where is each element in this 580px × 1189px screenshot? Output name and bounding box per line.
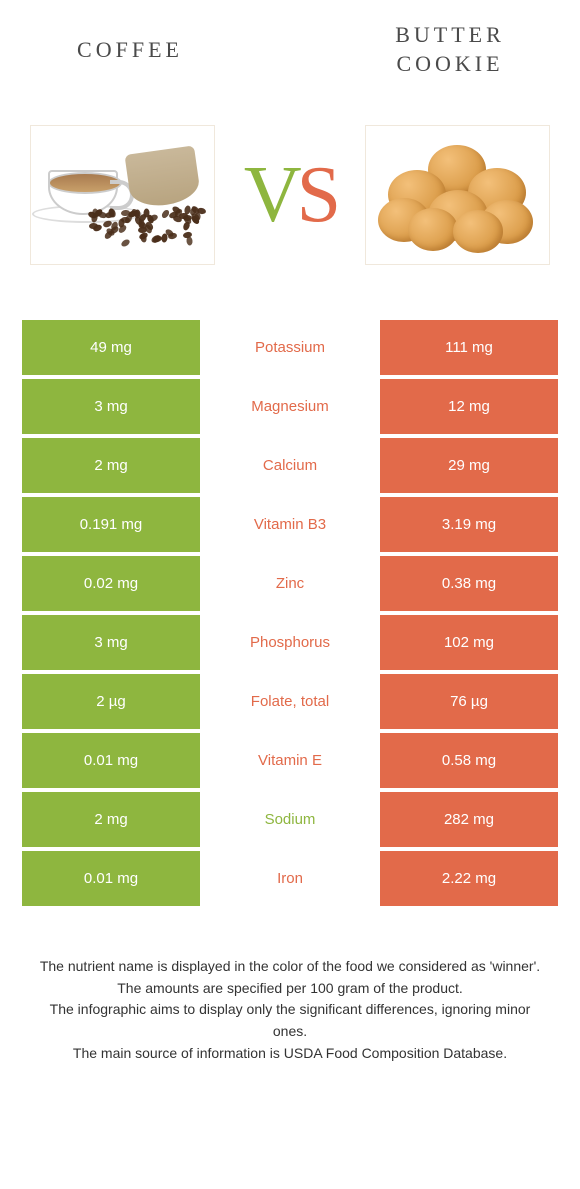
vs-s-letter: S [297, 151, 337, 239]
left-value-cell: 0.191 mg [22, 497, 200, 552]
right-value-cell: 76 µg [380, 674, 558, 729]
right-value-cell: 282 mg [380, 792, 558, 847]
nutrient-name-cell: Vitamin B3 [200, 497, 380, 552]
coffee-illustration [38, 150, 208, 240]
table-row: 2 mgSodium282 mg [22, 792, 558, 847]
right-food-title: Butter Cookie [350, 21, 550, 78]
footnote-line: The main source of information is USDA F… [35, 1043, 545, 1065]
nutrient-name-cell: Phosphorus [200, 615, 380, 670]
nutrient-name-cell: Zinc [200, 556, 380, 611]
nutrient-name-cell: Calcium [200, 438, 380, 493]
left-value-cell: 2 mg [22, 438, 200, 493]
footnote-line: The nutrient name is displayed in the co… [35, 956, 545, 978]
table-row: 0.02 mgZinc0.38 mg [22, 556, 558, 611]
footnote-line: The infographic aims to display only the… [35, 999, 545, 1042]
right-value-cell: 3.19 mg [380, 497, 558, 552]
vs-label: VS [244, 155, 336, 235]
infographic-page: Coffee Butter Cookie VS 49 mgPotassium11… [0, 15, 580, 1064]
right-value-cell: 12 mg [380, 379, 558, 434]
nutrient-comparison-table: 49 mgPotassium111 mg3 mgMagnesium12 mg2 … [22, 320, 558, 906]
left-value-cell: 3 mg [22, 379, 200, 434]
table-row: 0.01 mgVitamin E0.58 mg [22, 733, 558, 788]
right-food-image [365, 125, 550, 265]
left-value-cell: 2 mg [22, 792, 200, 847]
cookies-illustration [373, 140, 543, 250]
table-row: 0.01 mgIron2.22 mg [22, 851, 558, 906]
left-value-cell: 2 µg [22, 674, 200, 729]
right-value-cell: 0.38 mg [380, 556, 558, 611]
hero-row: VS [30, 110, 550, 280]
right-value-cell: 2.22 mg [380, 851, 558, 906]
vs-v-letter: V [244, 151, 297, 239]
right-value-cell: 0.58 mg [380, 733, 558, 788]
left-value-cell: 0.01 mg [22, 851, 200, 906]
nutrient-name-cell: Folate, total [200, 674, 380, 729]
table-row: 0.191 mgVitamin B33.19 mg [22, 497, 558, 552]
right-value-cell: 111 mg [380, 320, 558, 375]
nutrient-name-cell: Vitamin E [200, 733, 380, 788]
left-food-image [30, 125, 215, 265]
titles-row: Coffee Butter Cookie [30, 15, 550, 85]
nutrient-name-cell: Sodium [200, 792, 380, 847]
table-row: 49 mgPotassium111 mg [22, 320, 558, 375]
nutrient-name-cell: Magnesium [200, 379, 380, 434]
right-value-cell: 29 mg [380, 438, 558, 493]
left-value-cell: 0.02 mg [22, 556, 200, 611]
right-value-cell: 102 mg [380, 615, 558, 670]
nutrient-name-cell: Iron [200, 851, 380, 906]
left-value-cell: 0.01 mg [22, 733, 200, 788]
left-food-title: Coffee [30, 36, 230, 65]
table-row: 2 mgCalcium29 mg [22, 438, 558, 493]
table-row: 3 mgMagnesium12 mg [22, 379, 558, 434]
table-row: 3 mgPhosphorus102 mg [22, 615, 558, 670]
table-row: 2 µgFolate, total76 µg [22, 674, 558, 729]
footnote-block: The nutrient name is displayed in the co… [35, 956, 545, 1064]
footnote-line: The amounts are specified per 100 gram o… [35, 978, 545, 1000]
nutrient-name-cell: Potassium [200, 320, 380, 375]
left-value-cell: 49 mg [22, 320, 200, 375]
left-value-cell: 3 mg [22, 615, 200, 670]
